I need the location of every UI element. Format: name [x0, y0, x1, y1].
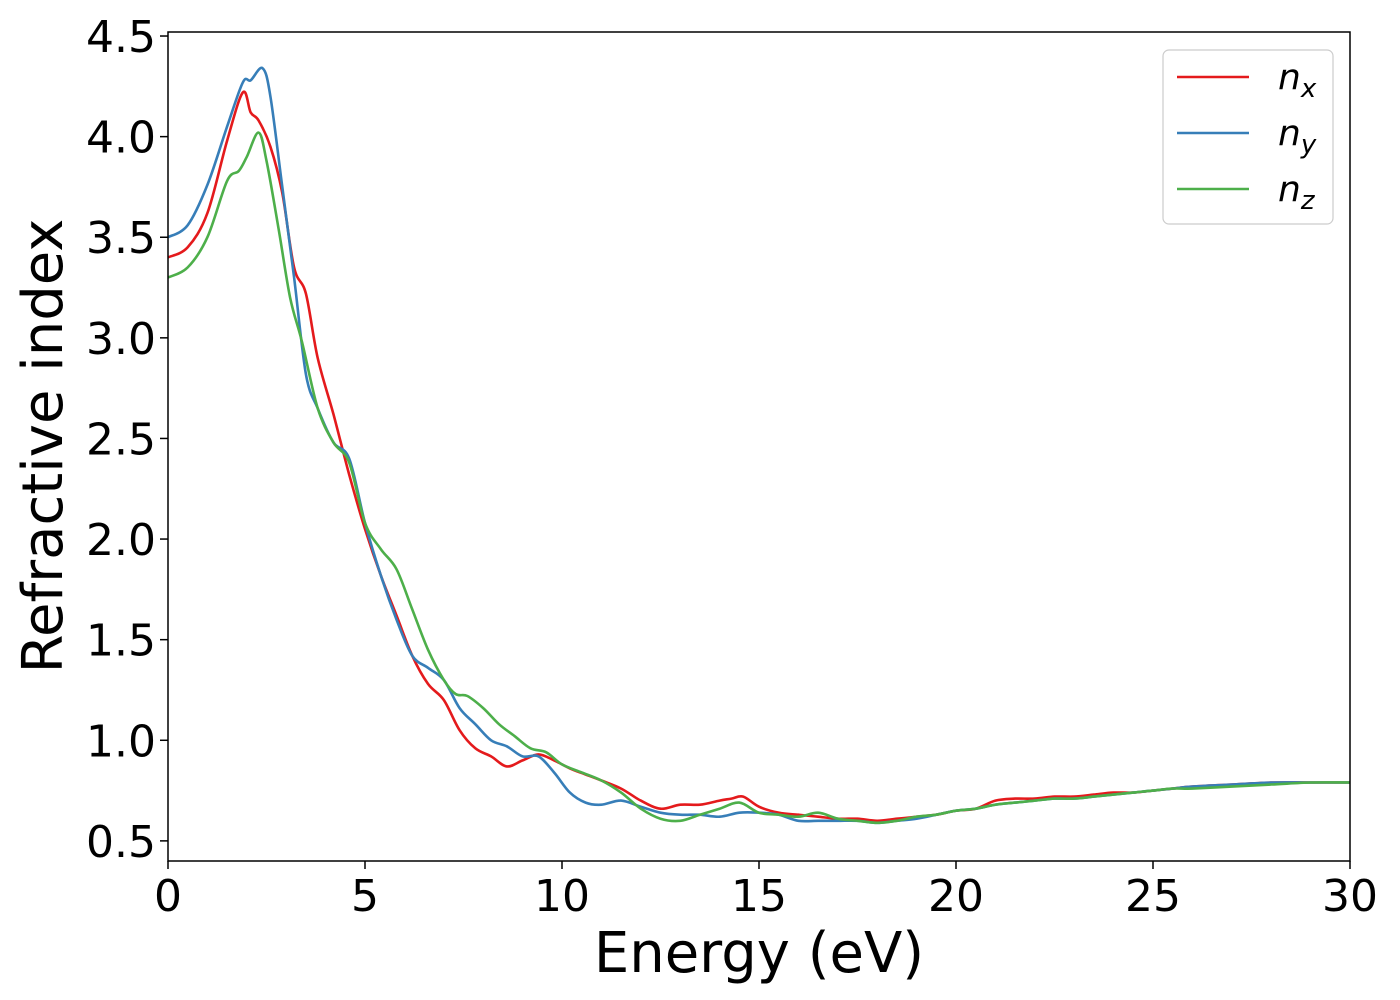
y-axis-title: Refractive index	[11, 219, 76, 674]
x-tick-label: 30	[1322, 871, 1378, 922]
legend-label-base: n	[1278, 113, 1301, 154]
legend-label-ny: ny	[1278, 113, 1317, 160]
series-layer	[167, 66, 1351, 825]
y-tick-label: 1.0	[86, 716, 156, 767]
y-tick-label: 3.5	[86, 213, 156, 264]
legend-box	[1162, 49, 1334, 225]
legend-label-base: n	[1278, 57, 1301, 98]
y-tick-label: 1.5	[86, 616, 156, 667]
legend-label-base: n	[1278, 169, 1301, 210]
x-axis-ticks: 0 5 10 15 20 25 30	[154, 861, 1378, 922]
legend-label-nx: nx	[1278, 57, 1317, 104]
x-tick-label: 20	[928, 871, 984, 922]
y-tick-label: 2.0	[86, 515, 156, 566]
y-tick-label: 0.5	[86, 817, 156, 868]
x-tick-label: 15	[731, 871, 787, 922]
x-tick-label: 5	[351, 871, 379, 922]
legend-label-subscript: z	[1300, 186, 1316, 216]
legend-label-subscript: x	[1300, 74, 1317, 104]
y-tick-label: 4.0	[86, 113, 156, 164]
x-tick-label: 10	[534, 871, 590, 922]
x-tick-label: 0	[154, 871, 182, 922]
y-axis-ticks: 0.5 1.0 1.5 2.0 2.5 3.0 3.5 4.0 4.5	[86, 12, 168, 868]
legend-label-nz: nz	[1278, 169, 1316, 216]
series-line-nz	[167, 131, 1351, 825]
series-line-nx	[167, 90, 1350, 823]
y-tick-label: 3.0	[86, 314, 156, 365]
x-tick-label: 25	[1125, 871, 1181, 922]
y-tick-label: 2.5	[86, 414, 156, 465]
x-axis-title: Energy (eV)	[594, 921, 924, 986]
y-tick-label: 4.5	[86, 12, 156, 63]
legend-label-subscript: y	[1300, 130, 1317, 160]
